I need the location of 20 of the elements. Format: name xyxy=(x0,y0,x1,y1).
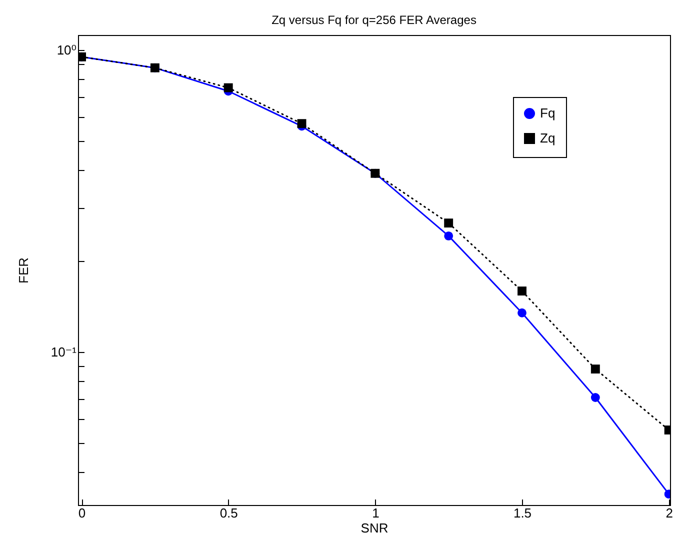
y-axis-title: FER xyxy=(16,258,31,284)
y-tick-label: 10⁻¹ xyxy=(50,344,78,360)
x-tick-label: 2 xyxy=(666,506,673,520)
point xyxy=(518,308,526,318)
point xyxy=(590,393,600,402)
legend-label: Fq xyxy=(540,106,556,120)
legend-label: Zq xyxy=(540,130,556,146)
point xyxy=(518,286,526,296)
x-tick-label: 1 xyxy=(372,506,380,520)
point xyxy=(444,231,454,240)
x-tick-label: 0.5 xyxy=(220,506,238,520)
point xyxy=(444,218,454,228)
point xyxy=(224,83,233,92)
y-tick-label: 10⁰ xyxy=(56,42,76,58)
x-axis-title: SNR xyxy=(360,520,388,536)
chart-title: Zq versus Fq for q=256 FER Averages xyxy=(272,13,476,27)
x-tick-label: 0 xyxy=(78,506,86,520)
point xyxy=(297,119,306,128)
x-tick-label: 1.5 xyxy=(513,506,532,520)
point xyxy=(590,364,600,374)
